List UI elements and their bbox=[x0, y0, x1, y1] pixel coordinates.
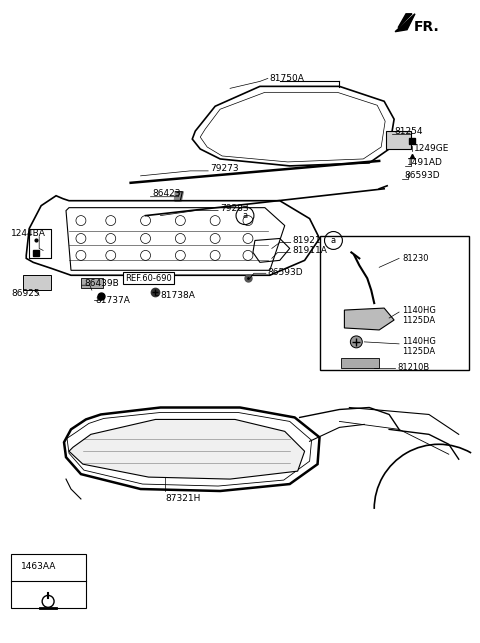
Text: 1463AA: 1463AA bbox=[21, 562, 57, 571]
Bar bbox=[81, 278, 103, 288]
Text: 79273: 79273 bbox=[210, 165, 239, 174]
Text: 81750A: 81750A bbox=[270, 74, 305, 83]
Text: 81210B: 81210B bbox=[397, 363, 429, 372]
Text: 1249GE: 1249GE bbox=[414, 143, 449, 152]
Text: REF.60-690: REF.60-690 bbox=[125, 274, 172, 283]
Polygon shape bbox=[69, 419, 305, 479]
Text: 86593D: 86593D bbox=[268, 267, 303, 276]
Polygon shape bbox=[398, 14, 412, 28]
Polygon shape bbox=[344, 308, 394, 330]
Text: 81254: 81254 bbox=[394, 127, 422, 136]
Text: 81911A: 81911A bbox=[293, 246, 327, 255]
Text: FR.: FR. bbox=[414, 20, 440, 33]
Text: 86593D: 86593D bbox=[404, 171, 440, 180]
Text: 81230: 81230 bbox=[402, 254, 429, 263]
Text: 1140HG: 1140HG bbox=[402, 305, 436, 314]
Text: a: a bbox=[242, 211, 248, 220]
Text: 81921: 81921 bbox=[293, 236, 321, 245]
Text: 1244BA: 1244BA bbox=[12, 229, 46, 238]
Text: a: a bbox=[331, 236, 336, 245]
Text: 86423: 86423 bbox=[153, 189, 181, 198]
Text: 86925: 86925 bbox=[12, 289, 40, 298]
Text: 1125DA: 1125DA bbox=[402, 347, 435, 356]
Bar bbox=[386, 131, 411, 149]
Text: 1491AD: 1491AD bbox=[407, 158, 443, 167]
Text: 1140HG: 1140HG bbox=[402, 338, 436, 347]
Bar bbox=[12, 554, 86, 608]
Bar bbox=[320, 235, 468, 370]
Circle shape bbox=[350, 336, 362, 348]
Text: 1125DA: 1125DA bbox=[402, 316, 435, 325]
Text: 81737A: 81737A bbox=[96, 296, 131, 305]
Text: 79283: 79283 bbox=[220, 204, 249, 213]
Bar bbox=[23, 275, 51, 290]
Text: 87321H: 87321H bbox=[166, 494, 201, 503]
Text: 81738A: 81738A bbox=[160, 291, 195, 300]
Polygon shape bbox=[395, 14, 415, 32]
Text: 86439B: 86439B bbox=[84, 278, 119, 287]
Bar bbox=[341, 358, 379, 368]
Polygon shape bbox=[174, 192, 183, 201]
